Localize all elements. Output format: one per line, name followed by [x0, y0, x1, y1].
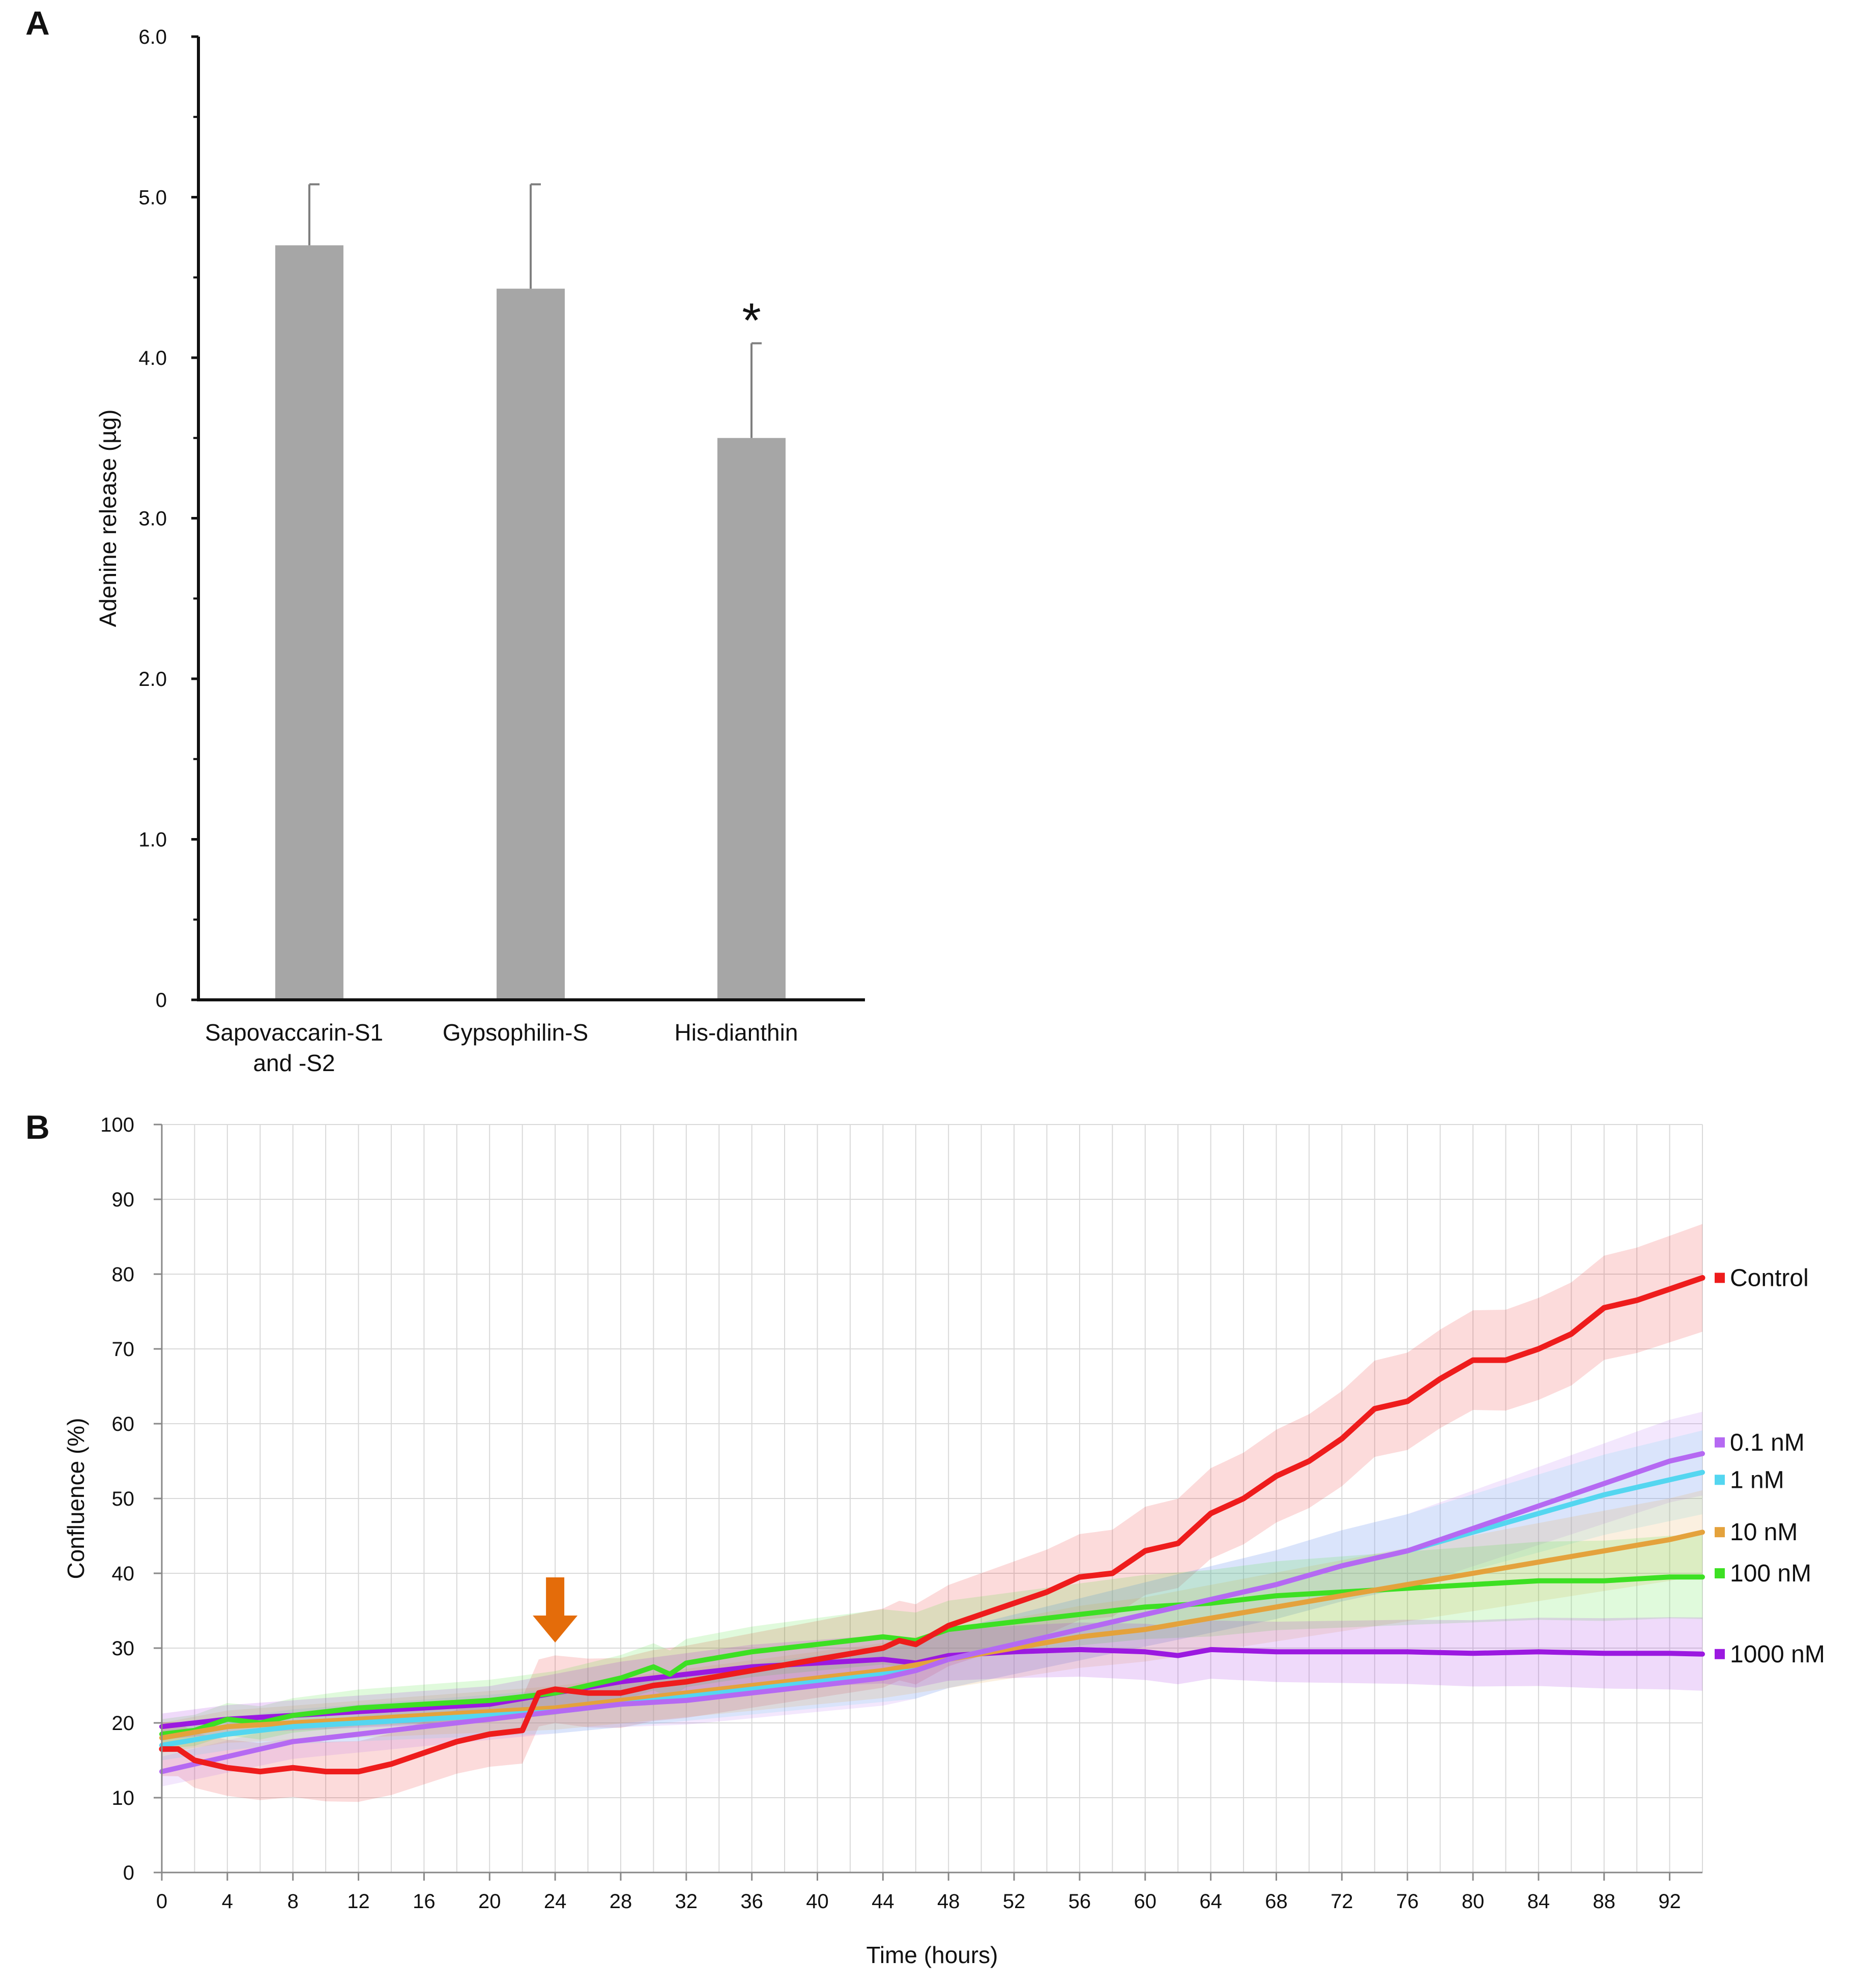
- panel-b-x-tick-label: 0: [156, 1890, 167, 1913]
- panel-b-y-tick-label: 70: [112, 1338, 135, 1361]
- panel-b-y-tick-label: 40: [112, 1563, 135, 1585]
- panel-b-x-tick-label: 28: [610, 1890, 632, 1913]
- panel-a-category-label: Gypsophilin-S: [443, 1019, 588, 1046]
- panel-b-x-tick-label: 40: [806, 1890, 829, 1913]
- panel-b-x-tick-label: 72: [1331, 1890, 1353, 1913]
- panel-b-ticks: 0 4 8 12 16 20 24 28 32 36 40 44 48 52 56 60 64 68 72 76 80 8…: [100, 1114, 1681, 1913]
- panel-b-x-tick-label: 92: [1658, 1890, 1681, 1913]
- panel-b-y-tick-label: 80: [112, 1263, 135, 1286]
- panel-b-legend-label: 1000 nM: [1730, 1641, 1825, 1668]
- panel-b-y-tick-label: 50: [112, 1488, 135, 1510]
- panel-b-x-tick-label: 36: [740, 1890, 763, 1913]
- panel-a-bar-chart: 0 1.0 2.0 3.0 4.0 5.0 6.0 Sapovaccarin-S1 and -…: [95, 26, 865, 1076]
- panel-a-category-label: Sapovaccarin-S1: [205, 1019, 383, 1046]
- panel-b-x-tick-label: 8: [287, 1890, 299, 1913]
- panel-b-x-tick-label: 16: [413, 1890, 436, 1913]
- panel-b-legend-label: 0.1 nM: [1730, 1429, 1805, 1456]
- panel-b-legend-label: Control: [1730, 1264, 1809, 1291]
- panel-b-x-tick-label: 48: [937, 1890, 960, 1913]
- panel-a-y-tick-label: 2.0: [138, 668, 167, 690]
- panel-b-legend: Control 0.1 nM 1 nM 10 nM 100 nM 1000 nM: [1715, 1264, 1825, 1668]
- panel-b-x-tick-label: 76: [1396, 1890, 1419, 1913]
- panel-b-legend-label: 10 nM: [1730, 1519, 1798, 1546]
- panel-b-legend-swatch: [1715, 1273, 1725, 1283]
- panel-b-x-tick-label: 68: [1265, 1890, 1288, 1913]
- panel-b-error-band: [162, 1490, 1702, 1753]
- panel-b-y-axis-title: Confluence (%): [63, 1418, 89, 1579]
- panel-b-x-tick-label: 60: [1134, 1890, 1157, 1913]
- panel-a-bar: [717, 438, 786, 1000]
- panel-a-y-tick-label: 1.0: [138, 829, 167, 851]
- panel-b-x-tick-label: 64: [1199, 1890, 1222, 1913]
- panel-a-y-ticks: 0 1.0 2.0 3.0 4.0 5.0 6.0: [138, 26, 198, 1012]
- panel-b-x-tick-label: 4: [222, 1890, 233, 1913]
- panel-b-legend-swatch: [1715, 1437, 1725, 1448]
- panel-b-x-tick-label: 84: [1527, 1890, 1550, 1913]
- panel-b-treatment-arrow: [533, 1577, 578, 1643]
- panel-b-y-tick-label: 90: [112, 1189, 135, 1211]
- panel-a-y-tick-label: 0: [156, 989, 167, 1012]
- panel-b-line-chart: 0 4 8 12 16 20 24 28 32 36 40 44 48 52 56 60 64 68 72 76 80 8…: [63, 1114, 1825, 1968]
- panel-b-series-lines: [159, 1275, 1705, 1775]
- panel-b-label: B: [25, 1108, 50, 1146]
- panel-b-legend-swatch: [1715, 1568, 1725, 1578]
- panel-a-y-tick-label: 4.0: [138, 347, 167, 369]
- panel-a-bar: [275, 245, 343, 1000]
- panel-b-legend-swatch: [1715, 1527, 1725, 1538]
- panel-a-y-tick-label: 3.0: [138, 508, 167, 530]
- panel-b-x-tick-label: 88: [1593, 1890, 1615, 1913]
- panel-b-legend-swatch: [1715, 1475, 1725, 1485]
- panel-b-series-line: [159, 1574, 1705, 1737]
- panel-a-bar: [497, 289, 565, 1000]
- panel-b-legend-swatch: [1715, 1649, 1725, 1659]
- panel-b-x-tick-label: 80: [1462, 1890, 1485, 1913]
- panel-b-x-tick-label: 20: [478, 1890, 501, 1913]
- panel-a-label: A: [25, 4, 50, 42]
- panel-b-y-tick-label: 20: [112, 1712, 135, 1735]
- panel-b-x-tick-label: 56: [1068, 1890, 1091, 1913]
- panel-b-x-tick-label: 44: [872, 1890, 894, 1913]
- panel-b-gridlines: [162, 1124, 1703, 1872]
- panel-a-y-axis-title: Adenine release (µg): [95, 410, 121, 627]
- panel-b-legend-label: 100 nM: [1730, 1560, 1811, 1587]
- panel-b-x-axis-title: Time (hours): [866, 1942, 998, 1968]
- panel-b-legend-label: 1 nM: [1730, 1466, 1784, 1493]
- panel-b-x-tick-label: 32: [675, 1890, 698, 1913]
- panel-b-y-tick-label: 30: [112, 1637, 135, 1660]
- panel-b-y-tick-label: 10: [112, 1787, 135, 1809]
- panel-b-y-tick-label: 0: [123, 1862, 134, 1884]
- panel-b-series-line: [159, 1275, 1705, 1775]
- panel-a-category-label: His-dianthin: [675, 1019, 798, 1046]
- panel-b-x-tick-label: 12: [347, 1890, 370, 1913]
- panel-a-significance-marker: *: [742, 294, 761, 348]
- panel-b-x-tick-label: 52: [1003, 1890, 1026, 1913]
- panel-a-category-label-line2: and -S2: [253, 1050, 335, 1076]
- panel-b-series-line: [159, 1451, 1705, 1774]
- panel-b-y-tick-label: 60: [112, 1413, 135, 1435]
- panel-b-error-band: [162, 1224, 1702, 1802]
- panel-a-y-tick-label: 5.0: [138, 187, 167, 209]
- panel-b-series-line: [159, 1647, 1705, 1730]
- panel-b-y-tick-label: 100: [100, 1114, 134, 1136]
- panel-a-bars: Sapovaccarin-S1 and -S2 Gypsophilin-S * His-…: [205, 183, 798, 1076]
- panel-a-y-tick-label: 6.0: [138, 26, 167, 48]
- panel-b-x-tick-label: 24: [544, 1890, 567, 1913]
